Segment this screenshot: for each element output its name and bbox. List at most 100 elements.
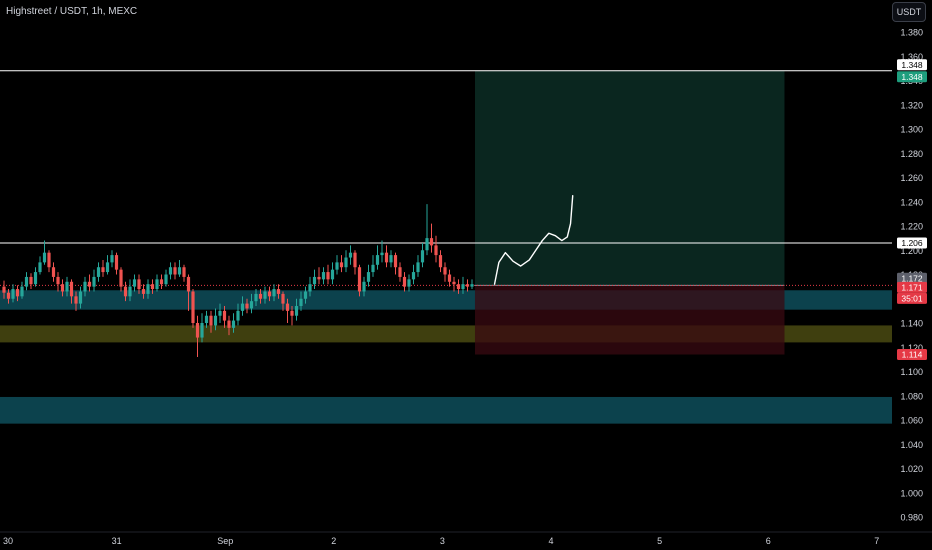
price-tick-label: 1.360	[900, 52, 923, 62]
candle-body	[96, 267, 101, 277]
candle-body	[258, 293, 263, 299]
price-label: 1.171	[901, 283, 923, 293]
candle-body	[33, 272, 38, 285]
price-label-bg	[897, 71, 927, 83]
candle-body	[222, 310, 227, 321]
time-axis: 30 31 Sep 2 3 4 5 6 7	[0, 531, 932, 550]
candle-body	[60, 284, 65, 292]
candle-body	[128, 286, 132, 297]
price-label-bg	[897, 281, 927, 293]
price-tick-label: 0.980	[900, 513, 923, 523]
candle-body	[393, 255, 398, 268]
candle-body	[29, 276, 33, 285]
candle-body	[321, 272, 326, 280]
candle-body	[87, 281, 92, 287]
currency-button[interactable]: USDT	[892, 2, 926, 22]
candle-body	[65, 281, 69, 292]
candle-body	[353, 252, 357, 268]
candle-body	[389, 255, 393, 263]
candle-body	[141, 289, 146, 294]
price-label-bg	[897, 292, 927, 304]
candle-body	[281, 293, 285, 304]
price-label: 1.172	[901, 273, 923, 283]
price-tick-label: 1.260	[900, 173, 923, 183]
candle-body	[191, 291, 195, 323]
price-tick-label: 1.220	[900, 222, 923, 232]
candles-layer	[2, 204, 474, 357]
candle-body	[168, 267, 173, 275]
candle-body	[267, 291, 272, 297]
candle-body	[339, 262, 344, 268]
candle-body	[150, 284, 155, 290]
candle-body	[245, 303, 249, 309]
price-label: 35:01	[901, 294, 923, 304]
candle-body	[263, 291, 267, 299]
candle-body	[213, 315, 218, 326]
candle-body	[348, 252, 353, 258]
candle-body	[461, 284, 465, 290]
candle-body	[164, 274, 168, 285]
time-tick-label: Sep	[217, 536, 233, 546]
candle-body	[20, 286, 24, 297]
candle-body	[92, 276, 96, 287]
candle-body	[407, 279, 411, 287]
candle-body	[38, 262, 42, 273]
price-tick-label: 1.020	[900, 464, 923, 474]
time-tick-label: 2	[331, 536, 336, 546]
candle-body	[74, 296, 78, 304]
candle-body	[402, 276, 407, 287]
candle-body	[11, 289, 15, 299]
price-tick-label: 1.200	[900, 246, 923, 256]
candle-body	[132, 279, 137, 287]
price-tick-label: 1.380	[900, 28, 923, 38]
projection-layer	[493, 194, 574, 285]
candle-body	[24, 276, 29, 287]
profit-zone	[474, 70, 785, 286]
candle-body	[78, 291, 83, 304]
candle-body	[15, 289, 20, 297]
candle-body	[380, 252, 384, 256]
candle-body	[371, 264, 375, 273]
price-tick-label: 1.060	[900, 416, 923, 426]
candle-body	[2, 286, 6, 293]
price-label: 1.206	[901, 238, 923, 248]
time-tick-label: 4	[548, 536, 553, 546]
candle-body	[101, 267, 105, 273]
candle-body	[123, 286, 128, 297]
price-tick-label: 1.120	[900, 343, 923, 353]
candle-body	[443, 267, 447, 275]
candle-body	[317, 276, 321, 280]
time-tick-label: 6	[766, 536, 771, 546]
time-tick-label: 31	[112, 536, 122, 546]
candle-body	[294, 306, 299, 316]
candle-body	[209, 315, 213, 326]
price-label: 1.348	[901, 60, 923, 70]
symbol-title[interactable]: Highstreet / USDT, 1h, MEXC	[6, 6, 138, 17]
price-tick-label: 1.240	[900, 197, 923, 207]
candle-body	[83, 281, 87, 292]
candle-body	[470, 284, 474, 287]
candle-body	[182, 267, 186, 277]
candle-body	[375, 255, 380, 265]
candle-body	[416, 262, 420, 273]
candle-body	[186, 276, 191, 292]
candle-body	[146, 284, 150, 294]
price-tick-label: 1.080	[900, 391, 923, 401]
price-tick-label: 1.140	[900, 319, 923, 329]
candle-body	[236, 310, 240, 321]
candle-body	[137, 279, 141, 290]
candle-body	[434, 245, 438, 256]
candle-body	[344, 257, 348, 268]
candle-body	[6, 292, 11, 299]
price-tick-label: 1.000	[900, 488, 923, 498]
candle-body	[119, 269, 123, 287]
time-tick-label: 7	[874, 536, 879, 546]
candle-body	[326, 272, 330, 280]
time-tick-label: 5	[657, 536, 662, 546]
candle-body	[240, 303, 245, 311]
candle-body	[465, 284, 470, 287]
candle-body	[173, 267, 177, 275]
price-label-bg	[897, 272, 927, 284]
candle-body	[254, 293, 258, 302]
